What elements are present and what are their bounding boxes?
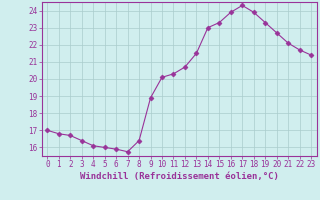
X-axis label: Windchill (Refroidissement éolien,°C): Windchill (Refroidissement éolien,°C) [80,172,279,181]
